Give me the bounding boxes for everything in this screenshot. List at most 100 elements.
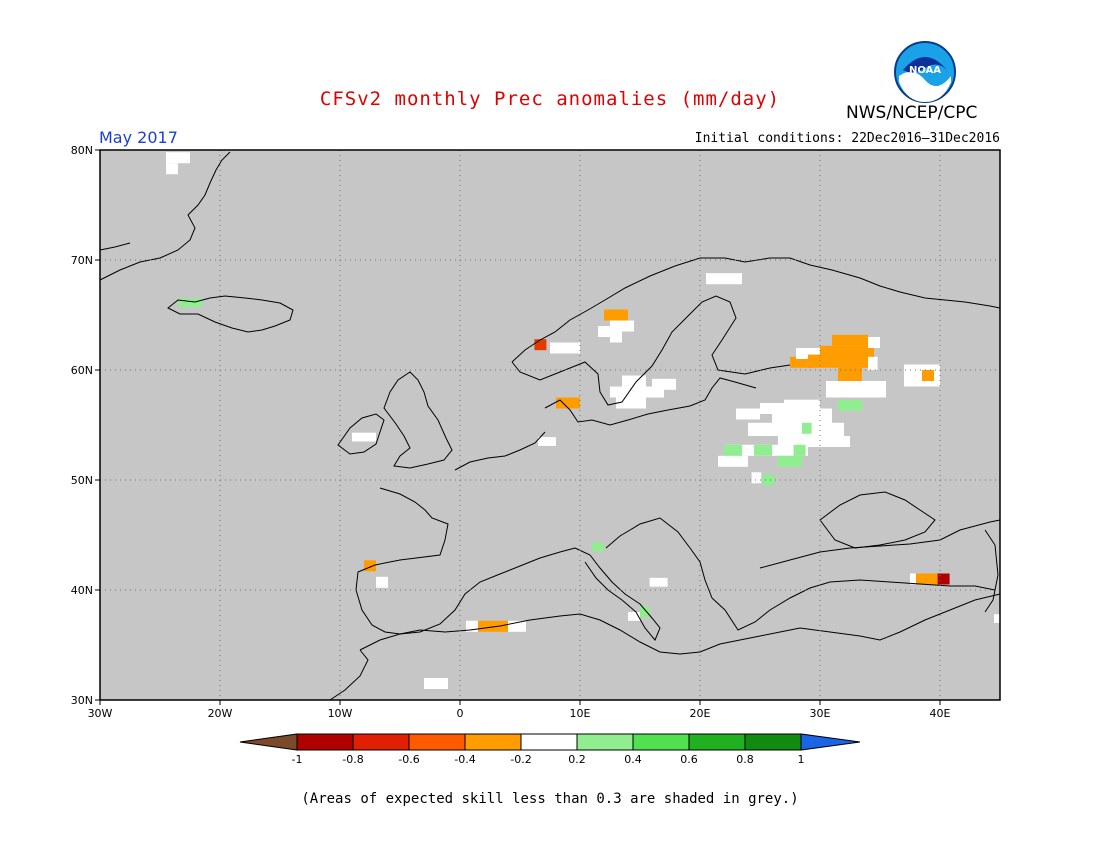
anomaly-cell — [748, 422, 844, 436]
colorbar-bin — [352, 733, 410, 751]
anomaly-cell — [808, 354, 874, 368]
anomaly-cell — [610, 386, 664, 398]
noaa-logo: NOAA — [894, 41, 956, 103]
coast-black-sea — [819, 491, 936, 549]
coast-continent — [355, 431, 576, 635]
coast-caspian — [984, 529, 999, 613]
skill-footnote: (Areas of expected skill less than 0.3 a… — [301, 791, 799, 807]
coast-iceland — [167, 295, 294, 333]
lon-tick-label: 30W — [88, 707, 113, 720]
lon-tick-label: 40E — [930, 707, 951, 720]
coast-italy — [574, 517, 713, 641]
anomaly-cell — [622, 375, 646, 387]
anomaly-cell — [466, 620, 478, 632]
anomaly-cell — [598, 326, 610, 337]
anomaly-cell — [652, 378, 676, 390]
coast-scandinavia — [511, 257, 1001, 406]
anomaly-cell — [838, 367, 862, 381]
coast-ireland — [337, 413, 385, 455]
anomaly-cell — [868, 337, 880, 348]
forecast-month: May 2017 — [99, 128, 178, 147]
anomaly-cell — [610, 320, 634, 332]
colorbar-bin — [408, 733, 466, 751]
anomaly-cell — [724, 444, 742, 456]
anomaly-cell — [754, 444, 772, 456]
anomaly-cell — [868, 356, 878, 370]
anomaly-cell — [616, 397, 646, 409]
anomaly-cell — [784, 399, 820, 411]
coast-baltic — [544, 377, 757, 426]
lon-tick-label: 0 — [457, 707, 464, 720]
coast-north-africa — [329, 593, 1001, 701]
anomaly-cell — [736, 408, 760, 420]
coastlines — [99, 151, 1001, 701]
grid-lines — [100, 150, 1000, 700]
colorbar-bin — [632, 733, 690, 751]
anomaly-cell — [922, 370, 934, 381]
anomaly-cell — [640, 606, 650, 618]
anomaly-cell — [538, 437, 556, 446]
anomaly-cell — [604, 309, 628, 321]
lat-tick-label: 80N — [71, 144, 93, 157]
lat-tick-label: 50N — [71, 474, 93, 487]
colorbar-tick-label: 0.4 — [624, 753, 642, 766]
colorbar-tick-label: 0.2 — [568, 753, 586, 766]
latitude-axis: 80N 70N 60N 50N 40N 30N — [71, 144, 100, 707]
colorbar-tick-label: -0.8 — [342, 753, 363, 766]
lon-tick-label: 10W — [328, 707, 353, 720]
colorbar-tick-label: 1 — [798, 753, 805, 766]
anomaly-cell — [994, 614, 1000, 623]
anomaly-cell — [178, 298, 202, 308]
anomaly-cell — [376, 576, 388, 588]
anomaly-cell — [772, 408, 832, 425]
colorbar-bin — [520, 733, 578, 751]
anomaly-cell — [364, 560, 376, 572]
anomaly-cell — [610, 331, 622, 343]
anomaly-cell — [826, 381, 886, 398]
longitude-axis: 30W 20W 10W 0 10E 20E 30E 40E — [88, 700, 951, 720]
anomaly-cell — [820, 345, 874, 357]
noaa-logo-text: NOAA — [909, 65, 941, 76]
colorbar-tick-label: 0.6 — [680, 753, 698, 766]
anomaly-cell — [796, 348, 826, 359]
lon-tick-label: 20E — [690, 707, 711, 720]
colorbar-bin — [688, 733, 746, 751]
colorbar-tick-label: -0.6 — [398, 753, 419, 766]
colorbar-tick-label: -1 — [292, 753, 303, 766]
anomaly-cell — [508, 620, 526, 632]
agency-label: NWS/NCEP/CPC — [846, 103, 978, 123]
anomaly-cell — [778, 436, 850, 447]
coast-greenland — [99, 151, 231, 281]
anomaly-cell — [937, 573, 950, 585]
anomaly-cell — [628, 612, 640, 621]
anomaly-cell — [751, 472, 762, 484]
anomaly-cell — [790, 356, 814, 368]
coast-britain — [383, 371, 453, 469]
anomaly-cell — [778, 455, 802, 467]
colorbar-min-arrow — [239, 733, 298, 751]
colorbar-bin — [744, 733, 802, 751]
lon-tick-label: 20W — [208, 707, 233, 720]
colorbar-tick-label: -0.2 — [510, 753, 531, 766]
lat-tick-label: 60N — [71, 364, 93, 377]
anomaly-cell — [478, 620, 508, 632]
anomaly-cell — [832, 334, 868, 346]
anomaly-cell — [166, 152, 190, 164]
map-frame — [99, 149, 1001, 701]
anomaly-cell — [718, 455, 748, 467]
map-background — [100, 150, 1000, 700]
anomaly-cell — [802, 422, 812, 434]
colorbar-tick-label: 0.8 — [736, 753, 754, 766]
lat-tick-label: 30N — [71, 694, 93, 707]
anomaly-cell — [649, 577, 668, 587]
anomaly-cell — [534, 339, 547, 351]
anomaly-cell — [793, 444, 806, 456]
colorbar-bin — [296, 733, 354, 751]
anomaly-cell — [556, 397, 580, 409]
anomaly-cell — [424, 678, 448, 689]
colorbar-bin — [464, 733, 522, 751]
lat-tick-label: 40N — [71, 584, 93, 597]
lon-tick-label: 10E — [570, 707, 591, 720]
colorbar-tick-label: -0.4 — [454, 753, 475, 766]
